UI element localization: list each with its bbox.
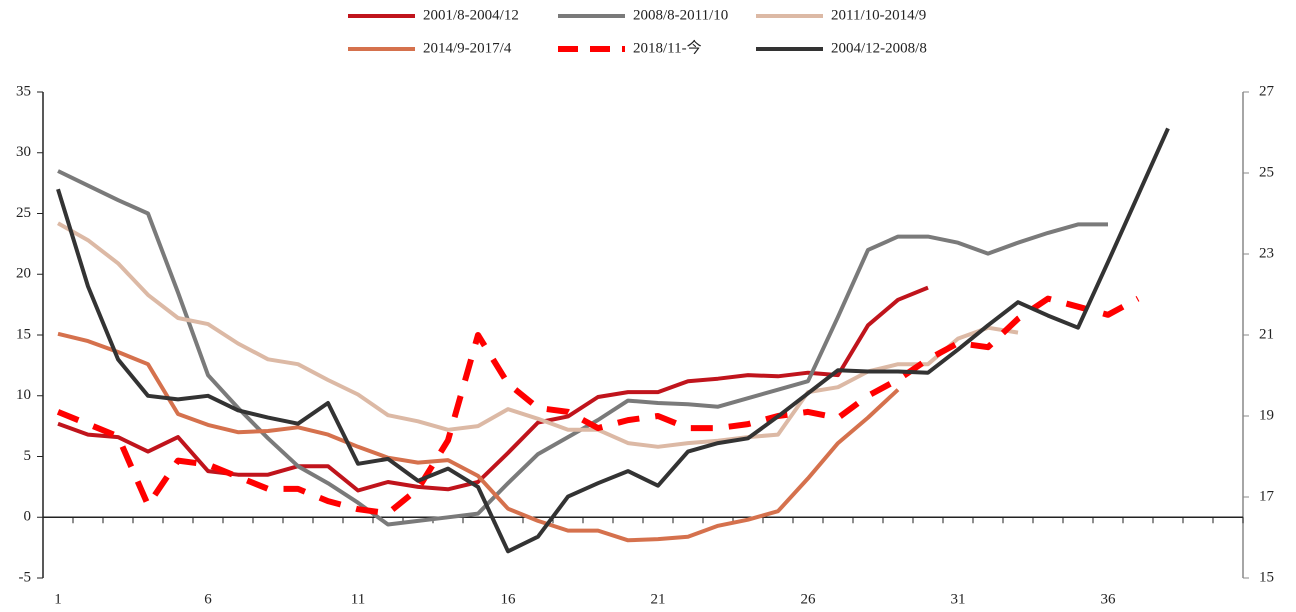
x-tick-label: 16 [501,591,517,607]
y-tick-label: 0 [24,509,32,525]
legend-label: 2011/10-2014/9 [831,7,926,23]
legend-label: 2018/11-今 [633,39,702,56]
y-tick-label: 5 [24,448,32,464]
legend-label: 2004/12-2008/8 [831,40,927,56]
x-tick-label: 21 [651,591,666,607]
y2-tick-label: 23 [1259,245,1274,261]
y-tick-label: 30 [16,144,31,160]
y2-tick-label: 17 [1259,488,1275,504]
y-tick-label: 20 [16,266,31,282]
x-tick-label: 6 [204,591,212,607]
x-tick-label: 31 [951,591,966,607]
x-tick-label: 36 [1101,591,1117,607]
x-tick-label: 11 [351,591,365,607]
x-tick-label: 1 [54,591,62,607]
series-line [57,331,900,543]
y-tick-label: 35 [16,83,31,99]
y-tick-label: 15 [16,326,31,342]
x-tick-label: 26 [801,591,817,607]
series-line [56,127,1170,554]
series-line [57,221,1019,449]
y2-tick-label: 15 [1259,569,1274,585]
y2-tick-label: 21 [1259,326,1274,342]
y2-tick-label: 25 [1259,164,1274,180]
y2-tick-label: 19 [1259,407,1274,423]
y-tick-label: 10 [16,387,31,403]
legend-label: 2008/8-2011/10 [633,7,728,23]
legend-label: 2014/9-2017/4 [423,40,512,56]
series-line [56,295,1140,517]
y-tick-label: 25 [16,205,31,221]
series-line [57,285,929,493]
y-tick-label: -5 [19,569,32,585]
y2-tick-label: 27 [1259,83,1275,99]
legend-label: 2001/8-2004/12 [423,7,519,23]
